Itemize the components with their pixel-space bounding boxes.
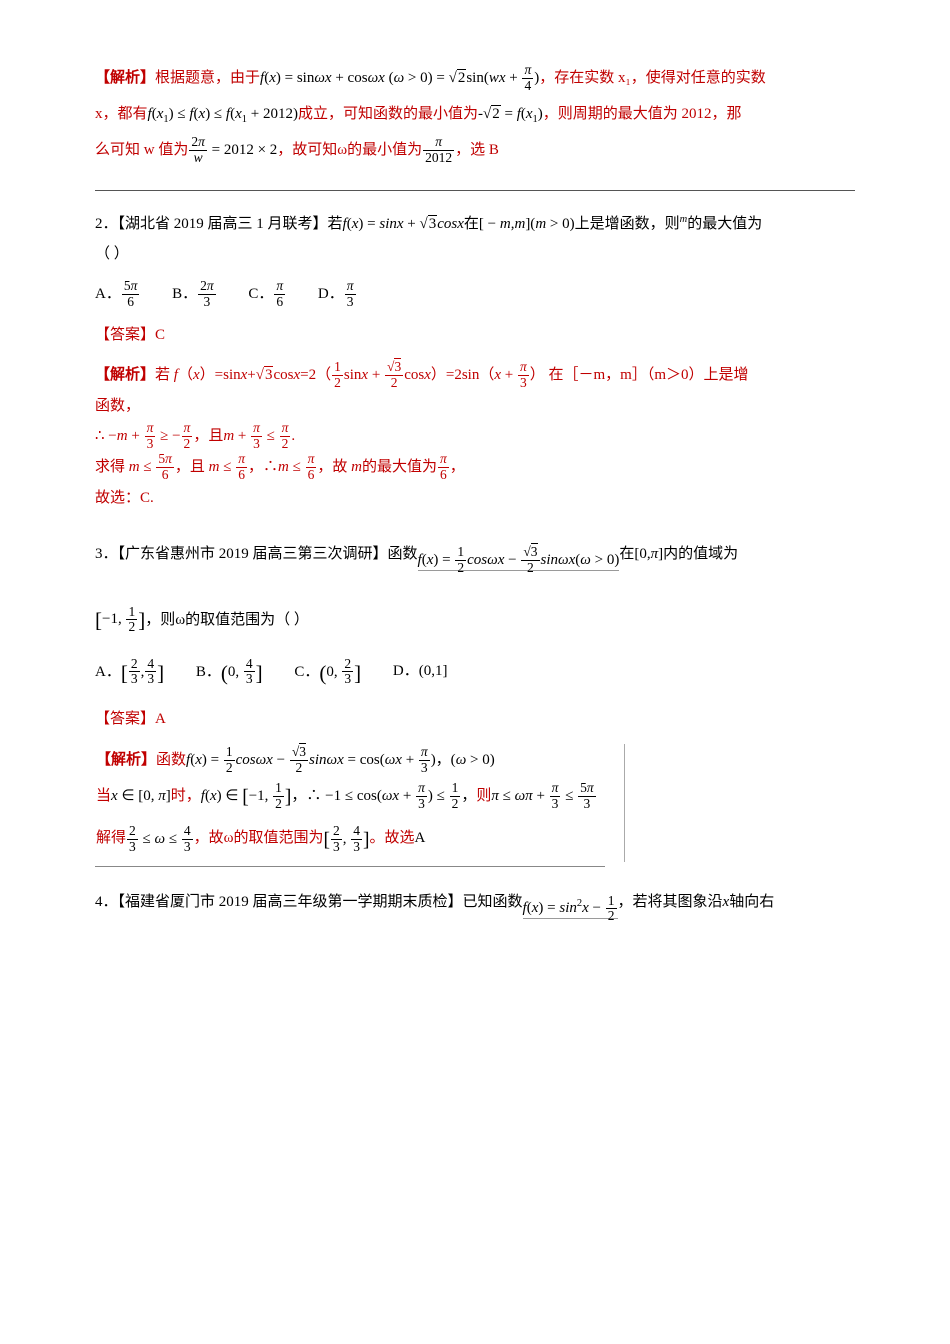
p3-sol-l2c: 时， <box>171 788 201 804</box>
problem1-analysis: 【解析】根据题意，由于f(x) = sinωx + cosωx (ω > 0) … <box>95 60 855 168</box>
p3-opt-d: D．(0,1] <box>393 656 448 686</box>
p1-l3-red: ω的最小值为 <box>337 142 422 158</box>
p3-sol-l3c: ，故 <box>194 831 224 847</box>
p1-l1-formula: f(x) = sinωx + cosωx (ω > 0) = √2sin(wx … <box>260 70 539 86</box>
p4-stem-pre: 已知函数 <box>463 894 523 910</box>
p3-sol-l2f: 则 <box>476 788 491 804</box>
p2-opt-c: C．π6 <box>248 279 286 310</box>
p2-number: 2． <box>95 216 118 232</box>
problem2-solution: 【解析】若 f（x）=sinx+√3cosx=2（12sinx + √32cos… <box>95 360 855 513</box>
problem4-stem: 4．【福建省厦门市 2019 届高三年级第一学期期末质检】已知函数f(x) = … <box>95 887 855 918</box>
p2-sol-l4: 故选：C. <box>95 490 154 506</box>
p3-sol-l2a: 当 <box>96 788 111 804</box>
p3-stem-end: ，则ω的取值范围为（ ） <box>145 611 309 627</box>
p3-sol-l1a: 函数 <box>156 752 186 768</box>
p4-stem-end: 轴向右 <box>729 894 774 910</box>
p2-stem-post: 上是增函数，则 <box>575 216 680 232</box>
analysis-label: 【解析】 <box>95 70 155 86</box>
p3-sol-l2g: π ≤ ωπ + π3 ≤ 5π3 <box>491 788 596 804</box>
p4-number: 4． <box>95 894 118 910</box>
p3-sol-l1-formula: f(x) = 12cosωx − √32sinωx = cos(ωx + π3)… <box>186 752 495 768</box>
p3-answer: A <box>155 711 166 727</box>
p3-source: 【广东省惠州市 2019 届高三第三次调研】 <box>118 546 388 562</box>
p4-formula: f(x) = sin2x − 12 <box>523 900 618 919</box>
p3-range: [−1, 12] <box>95 611 145 627</box>
p2-opt-b: B．2π3 <box>172 279 217 310</box>
p3-answer-label: 【答案】 <box>95 711 155 727</box>
p2-sol-l1-end: 函数， <box>95 398 140 414</box>
p3-stem-pre: 函数 <box>388 546 418 562</box>
problem3-solution: 【解析】函数f(x) = 12cosωx − √32sinωx = cos(ωx… <box>95 744 625 863</box>
p2-sol-l1a: 若 f（x）=sinx <box>155 367 247 383</box>
p2-opt-a: A．5π6 <box>95 279 140 310</box>
p2-stem-formula: f(x) = sinx + √3cosx <box>343 216 464 232</box>
p3-interval: [0,π] <box>634 546 663 562</box>
p3-sol-l2b: x ∈ [0, π] <box>111 788 171 804</box>
p3-stem-formula: f(x) = 12cosωx − √32sinωx(ω > 0) <box>418 552 620 571</box>
p1-l3-val: π2012 <box>422 142 455 158</box>
p2-analysis-label: 【解析】 <box>95 367 155 383</box>
p1-l3-mid: ，故可知 <box>277 142 337 158</box>
section-divider <box>95 190 855 191</box>
problem3-stem: 3．【广东省惠州市 2019 届高三第三次调研】函数f(x) = 12cosωx… <box>95 539 855 642</box>
p1-l3-end: ，选 B <box>455 142 499 158</box>
p2-stem-mid: 在 <box>464 216 479 232</box>
p4-source: 【福建省厦门市 2019 届高三年级第一学期期末质检】 <box>118 894 463 910</box>
p3-sol-l3b: 23 ≤ ω ≤ 43 <box>126 831 194 847</box>
p3-sol-l2d: f(x) ∈ [−1, 12]，∴ −1 ≤ cos(ωx + π3) ≤ 12… <box>201 788 477 804</box>
p3-sol-l3e: [23, 43] <box>323 831 369 847</box>
p4-formula-wrap: f(x) = sin2x − 12 <box>523 893 618 924</box>
p2-sinx: sinx <box>344 367 368 383</box>
p2-pi3: π3 <box>518 360 529 391</box>
p3-sol-l3d: ω的取值范围为 <box>224 831 324 847</box>
p2-source: 【湖北省 2019 届高三 1 月联考】 <box>118 216 328 232</box>
p2-sol-l2: ∴ −m + π3 ≥ −π2，且m + π3 ≤ π2. <box>95 428 295 444</box>
p2-paren: （ ） <box>95 246 129 262</box>
p1-l2-formula2: -√2 = f(x1) <box>478 106 543 122</box>
p2-answer: C <box>155 327 165 343</box>
p3-stem-mid: 在 <box>619 546 634 562</box>
p1-l3-pre: 么可知 w 值为 <box>95 142 188 158</box>
p2-root3-2: √32 <box>385 360 403 391</box>
p3-stem-post: 内的值域为 <box>663 546 738 562</box>
p4-stem-post: ，若将其图象沿 <box>618 894 723 910</box>
problem3-options: A．[23,43] B．(0, 43] C．(0, 23] D．(0,1] <box>95 652 855 694</box>
p3-sol-l3a: 解得 <box>96 831 126 847</box>
p2-plus1: + <box>368 367 384 383</box>
p1-l3-formula: 2πw = 2012 × 2 <box>188 142 277 158</box>
p1-l2-mid: 成立，可知函数的最小值为 <box>298 106 478 122</box>
p3-analysis-label: 【解析】 <box>96 752 156 768</box>
p2-stem-interval: [ − m,m](m > 0) <box>479 216 575 232</box>
p1-line1-post: ，存在实数 x₁，使得对任意的实数 <box>539 70 765 86</box>
p1-l2-pre: x，都有 <box>95 106 148 122</box>
p2-half: 12 <box>332 360 343 391</box>
p3-sol-l3g: A <box>414 831 425 847</box>
p3-opt-a: A．[23,43] <box>95 652 164 694</box>
p1-l2-formula: f(x1) ≤ f(x) ≤ f(x1 + 2012) <box>148 106 298 122</box>
p1-line1-pre: 根据题意，由于 <box>155 70 260 86</box>
problem2-options: A．5π6 B．2π3 C．π6 D．π3 <box>95 279 855 310</box>
p2-answer-label: 【答案】 <box>95 327 155 343</box>
p3-number: 3． <box>95 546 118 562</box>
problem2-answer: 【答案】C <box>95 320 855 350</box>
problem2-stem: 2．【湖北省 2019 届高三 1 月联考】若f(x) = sinx + √3c… <box>95 209 855 269</box>
p2-stem-end: 的最大值为 <box>687 216 762 232</box>
p3-sol-l3f: 。故选 <box>369 831 414 847</box>
p1-l2-post: ，则周期的最大值为 2012，那 <box>543 106 742 122</box>
p2-cosx: cosx）=2sin（x <box>404 367 501 383</box>
p3-opt-c: C．(0, 23] <box>294 652 361 694</box>
p2-sol-l3: 求得 m ≤ 5π6，且 m ≤ π6，∴m ≤ π6，故 m的最大值为π6， <box>95 459 465 475</box>
p2-opt-d: D．π3 <box>318 279 357 310</box>
p2-plus2: + <box>501 367 517 383</box>
p2-sol-l1i: ） 在［－m，m］（m＞0）上是增 <box>530 367 749 383</box>
p2-sol-l1b: +√3cosx=2（ <box>247 367 331 383</box>
p3-stem-formula-wrap: f(x) = 12cosωx − √32sinωx(ω > 0) <box>418 545 620 576</box>
p2-stem-pre: 若 <box>328 216 343 232</box>
p3-opt-b: B．(0, 43] <box>196 652 263 694</box>
problem3-answer: 【答案】A <box>95 704 855 734</box>
